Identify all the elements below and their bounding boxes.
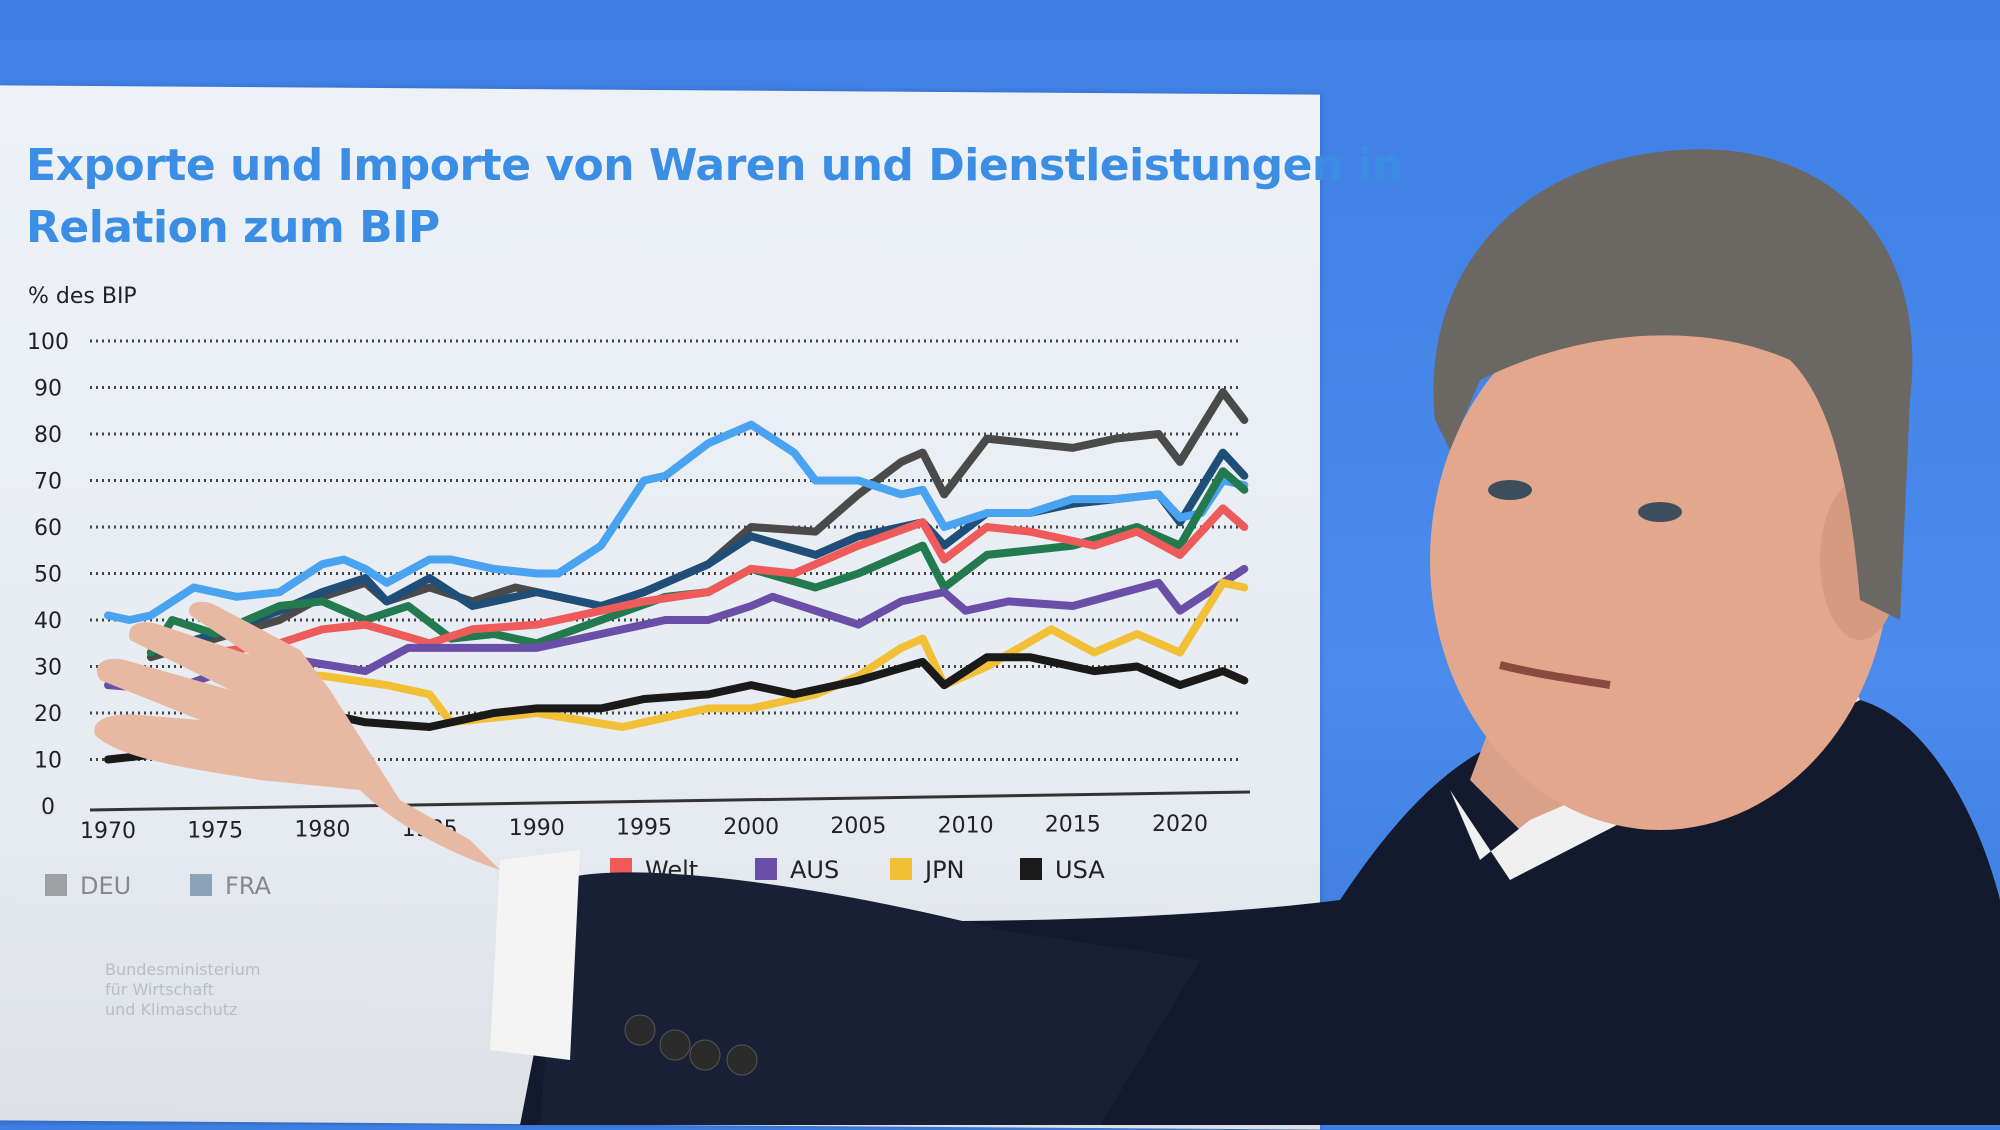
series-line-aus — [104, 564, 1249, 694]
x-tick-label: 1970 — [80, 819, 136, 844]
x-tick-label: 1975 — [187, 818, 243, 843]
legend-label-usa: USA — [1055, 856, 1105, 884]
y-tick-label: 60 — [34, 516, 62, 541]
logo-line: für Wirtschaft — [105, 980, 214, 999]
y-tick-label: 10 — [34, 749, 62, 774]
shirt-cuff — [490, 850, 580, 1060]
y-tick-label: 0 — [41, 795, 55, 820]
legend-swatch-deu — [45, 874, 67, 896]
y-tick-label: 80 — [34, 423, 62, 448]
suit-sleeve — [540, 872, 1200, 1125]
y-tick-label: 40 — [34, 609, 62, 634]
logo-line: und Klimaschutz — [105, 1000, 238, 1019]
x-tick-label: 2010 — [938, 813, 994, 838]
legend-swatch-usa — [1020, 858, 1042, 880]
y-tick-label: 30 — [34, 656, 62, 681]
chart-title-line-1: Exporte und Importe von Waren und Dienst… — [26, 140, 1403, 191]
face — [1430, 290, 1890, 830]
legend-label-deu: DEU — [80, 872, 131, 900]
y-tick-label: 50 — [34, 563, 62, 588]
y-axis-label: % des BIP — [28, 284, 137, 309]
series-line-jpn — [275, 578, 1249, 731]
x-tick-label: 1990 — [509, 816, 565, 841]
x-tick-label: 2020 — [1152, 812, 1208, 837]
x-axis-line — [89, 790, 1251, 812]
ministry-logo-text: Bundesministerium für Wirtschaft und Kli… — [105, 960, 260, 1020]
y-tick-label: 100 — [27, 330, 69, 355]
x-tick-label: 1980 — [294, 818, 350, 843]
y-tick-label: 20 — [34, 702, 62, 727]
hair — [1433, 149, 1913, 620]
chart-title-line-2: Relation zum BIP — [26, 202, 440, 253]
mouth — [1499, 661, 1611, 689]
x-tick-label: 2015 — [1045, 813, 1101, 838]
series-line-welt — [211, 504, 1249, 657]
legend-label-jpn: JPN — [923, 856, 965, 884]
y-tick-label: 70 — [34, 470, 62, 495]
sleeve-buttons — [624, 1014, 758, 1076]
legend-swatch-fra — [190, 874, 212, 896]
series-line-series-3 — [104, 420, 1249, 624]
hand — [94, 601, 500, 870]
legend-swatch-aus — [755, 858, 777, 880]
y-tick-label: 90 — [34, 377, 62, 402]
eyes — [1488, 480, 1682, 522]
logo-line: Bundesministerium — [105, 960, 261, 979]
x-tick-label: 2000 — [723, 815, 779, 840]
legend-label-fra: FRA — [225, 872, 272, 900]
legend-swatch-jpn — [890, 858, 912, 880]
x-tick-label: 2005 — [830, 814, 886, 839]
x-tick-label: 1995 — [616, 816, 672, 841]
legend-label-aus: AUS — [790, 856, 839, 884]
